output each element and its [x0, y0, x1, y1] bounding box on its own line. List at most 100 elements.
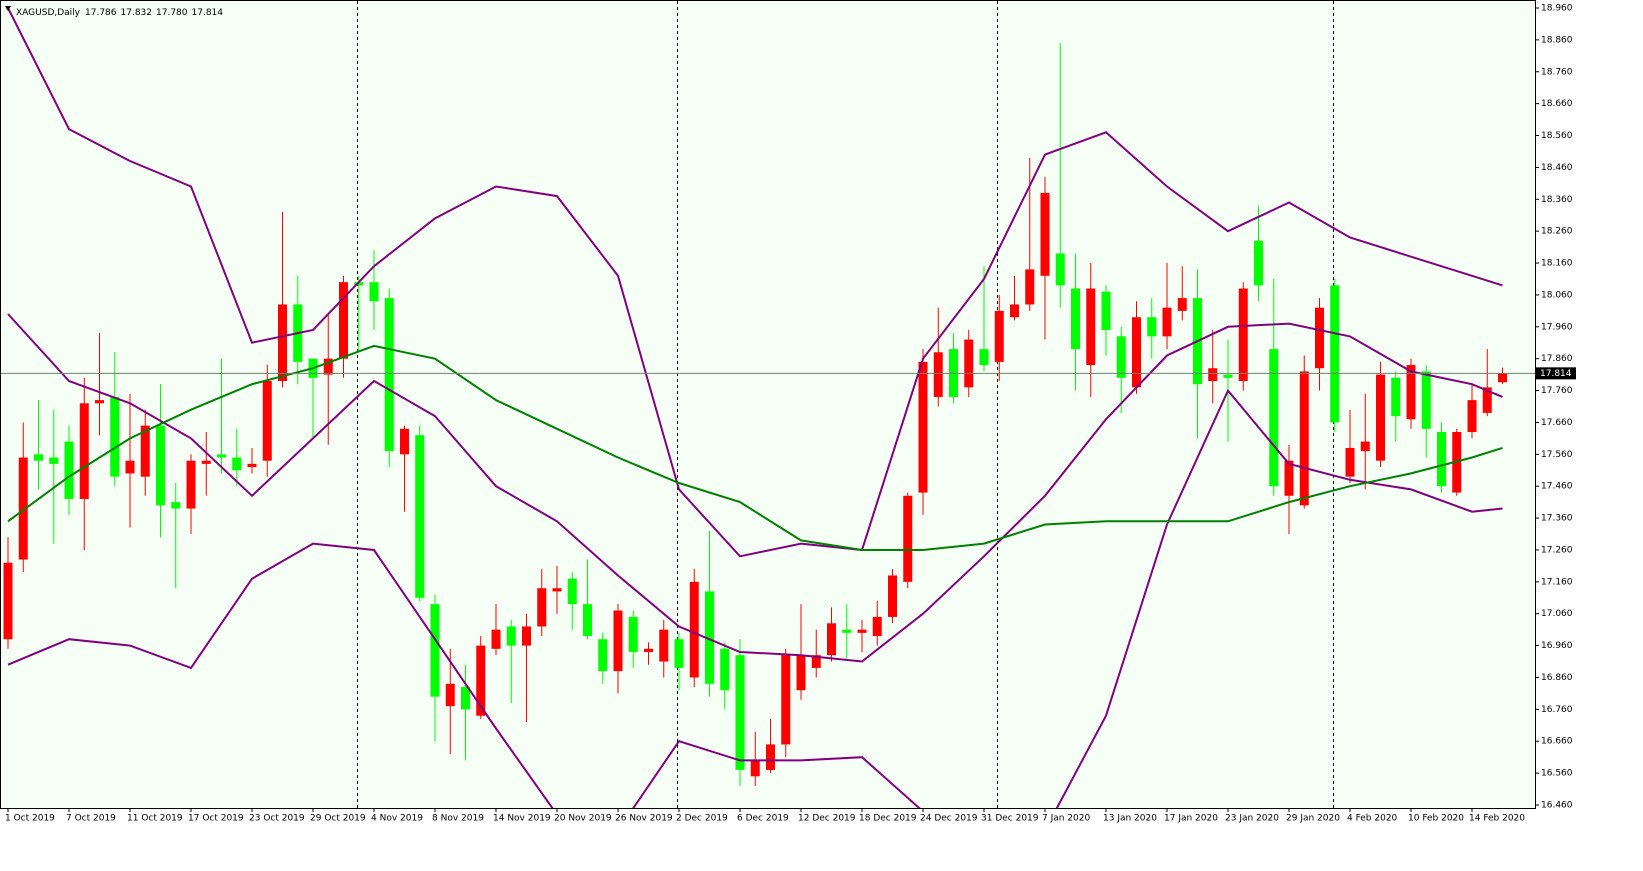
- candle-body: [476, 645, 486, 716]
- x-tick-label: 17 Oct 2019: [188, 814, 244, 824]
- y-tick-label: 18.160: [1541, 259, 1573, 269]
- candle-body: [766, 744, 775, 770]
- candle-body: [857, 629, 867, 633]
- candle-body: [1482, 387, 1492, 413]
- candle-body: [95, 400, 104, 404]
- candle-body: [888, 575, 897, 617]
- candle-body: [445, 683, 455, 707]
- candle-body: [339, 282, 348, 359]
- x-tick-label: 12 Dec 2019: [798, 814, 856, 824]
- candle-body: [79, 403, 89, 499]
- candle-body: [872, 616, 882, 637]
- candle-body: [369, 282, 379, 302]
- candle-body: [659, 629, 669, 662]
- candle-body: [1254, 240, 1263, 286]
- candle-body: [49, 457, 59, 464]
- candle-body: [415, 435, 425, 598]
- x-tick-label: 1 Oct 2019: [5, 814, 55, 824]
- y-tick-label: 16.660: [1541, 737, 1573, 747]
- candle-body: [689, 581, 699, 678]
- candle-body: [1391, 377, 1401, 417]
- candle-body: [491, 629, 501, 649]
- candle-body: [1101, 291, 1111, 330]
- candle-body: [827, 623, 836, 656]
- x-tick-label: 4 Nov 2019: [371, 814, 423, 824]
- x-tick-label: 17 Jan 2020: [1164, 814, 1218, 824]
- candle-body: [1315, 307, 1324, 369]
- candle-body: [461, 687, 470, 710]
- quote-high: 17.832: [121, 8, 153, 18]
- candle-body: [1345, 447, 1355, 477]
- candle-body: [1010, 304, 1019, 318]
- indicator-line: [7, 7, 1503, 558]
- y-tick-label: 18.960: [1541, 4, 1573, 14]
- x-tick-label: 31 Dec 2019: [981, 814, 1039, 824]
- candle-body: [262, 380, 272, 461]
- candle-body: [1299, 371, 1309, 506]
- y-tick-label: 18.660: [1541, 99, 1573, 109]
- candle-body: [796, 655, 806, 691]
- y-tick-label: 17.660: [1541, 418, 1573, 428]
- candle-body: [1208, 368, 1218, 381]
- x-tick-label: 14 Feb 2020: [1469, 814, 1525, 824]
- quote-close: 17.814: [192, 8, 224, 18]
- candle-body: [1071, 288, 1080, 350]
- candle-body: [156, 425, 165, 506]
- candle-body: [18, 457, 28, 560]
- candle-body: [1498, 373, 1507, 383]
- candle-body: [278, 304, 287, 381]
- quote-open: 17.786: [85, 8, 117, 18]
- y-tick-label: 17.860: [1541, 354, 1573, 364]
- y-tick-label: 18.260: [1541, 227, 1573, 237]
- y-tick-label: 17.560: [1541, 450, 1573, 460]
- candle-body: [1177, 298, 1187, 311]
- candle-body: [1330, 285, 1340, 423]
- x-tick-label: 10 Feb 2020: [1408, 814, 1464, 824]
- candle-body: [1132, 317, 1141, 388]
- candle-body: [1360, 441, 1370, 452]
- candle-body: [140, 425, 150, 477]
- candle-body: [1223, 374, 1233, 378]
- candle-body: [811, 655, 821, 668]
- candle-body: [430, 604, 440, 697]
- candle-body: [964, 339, 974, 388]
- candle-body: [735, 655, 745, 770]
- candle-body: [1040, 192, 1050, 276]
- candle-body: [1421, 371, 1431, 429]
- y-tick-label: 18.060: [1541, 290, 1573, 300]
- y-tick-label: 16.560: [1541, 769, 1573, 779]
- candle-body: [918, 361, 928, 493]
- candle-body: [1238, 288, 1248, 381]
- candle-body: [674, 639, 684, 668]
- candle-body: [1086, 288, 1096, 366]
- candle-body: [598, 639, 608, 672]
- candle-body: [1437, 432, 1446, 487]
- candle-body: [400, 428, 409, 455]
- y-tick-label: 18.560: [1541, 131, 1573, 141]
- x-tick-label: 29 Oct 2019: [310, 814, 366, 824]
- candle-body: [567, 578, 577, 605]
- candle-body: [247, 463, 257, 468]
- candle-body: [1055, 253, 1065, 286]
- y-tick-label: 17.060: [1541, 609, 1573, 619]
- x-tick-label: 13 Jan 2020: [1103, 814, 1157, 824]
- x-tick-label: 8 Nov 2019: [432, 814, 484, 824]
- candle-body: [3, 562, 13, 640]
- candle-body: [1406, 365, 1416, 420]
- candle-body: [583, 604, 592, 637]
- candle-body: [613, 610, 623, 672]
- y-tick-label: 16.460: [1541, 801, 1573, 811]
- quote-low: 17.780: [156, 8, 188, 18]
- x-tick-label: 26 Nov 2019: [615, 814, 673, 824]
- x-tick-label: 7 Jan 2020: [1042, 814, 1090, 824]
- candle-body: [201, 460, 211, 464]
- y-tick-label: 17.760: [1541, 386, 1573, 396]
- candle-body: [323, 358, 333, 375]
- candle-body: [217, 454, 226, 458]
- x-tick-label: 18 Dec 2019: [859, 814, 917, 824]
- candle-body: [1467, 400, 1477, 433]
- y-tick-label: 17.460: [1541, 482, 1573, 492]
- candle-body: [522, 626, 531, 646]
- chart-title: XAGUSD,Daily: [16, 8, 81, 18]
